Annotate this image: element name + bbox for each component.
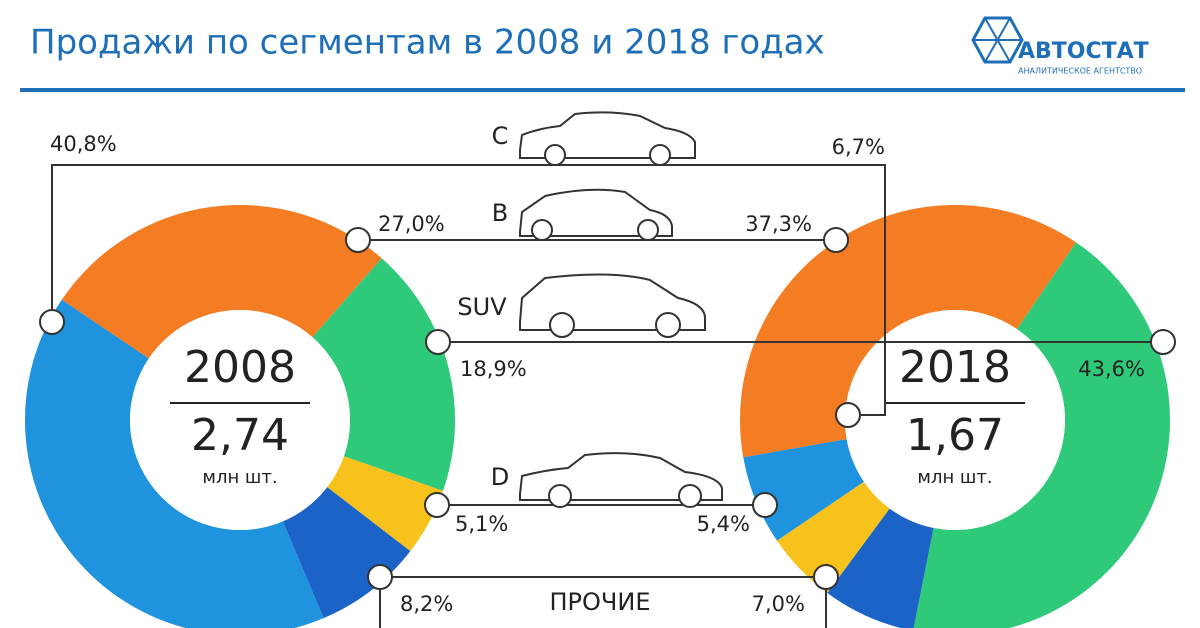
center-unit: млн шт. <box>202 467 277 488</box>
value-label: 43,6% <box>1078 357 1145 381</box>
logo-text: АВТОСТАТ <box>1018 39 1149 64</box>
donut-segment <box>327 456 443 552</box>
value-label: 7,0% <box>752 592 805 616</box>
donut-segment <box>740 205 1077 458</box>
category-label: C <box>492 122 509 150</box>
value-label: 6,7% <box>832 135 885 159</box>
category-label: D <box>491 463 509 491</box>
donut-hole <box>130 310 350 530</box>
logo-subtitle: АНАЛИТИЧЕСКОЕ АГЕНТСТВО <box>1018 67 1142 76</box>
donut-hole <box>845 310 1065 530</box>
center-value: 1,67 <box>906 410 1004 461</box>
value-label: 5,4% <box>697 512 750 536</box>
value-label: 40,8% <box>50 132 117 156</box>
center-value: 2,74 <box>191 410 289 461</box>
center-unit: млн шт. <box>917 467 992 488</box>
value-label: 18,9% <box>460 357 527 381</box>
category-label: ПРОЧИЕ <box>550 588 651 616</box>
center-title: 2018 <box>899 342 1011 393</box>
donut-segment <box>312 258 455 491</box>
donut-segment <box>25 299 324 628</box>
category-label: SUV <box>457 293 507 321</box>
donut-segment <box>777 481 890 593</box>
donut-segment <box>282 487 411 619</box>
category-label: B <box>492 199 508 227</box>
donut-segment <box>743 439 864 541</box>
value-label: 8,2% <box>400 592 453 616</box>
center-title: 2008 <box>184 342 296 393</box>
value-label: 5,1% <box>455 512 508 536</box>
value-label: 37,3% <box>745 212 812 236</box>
donut-segment <box>827 508 934 628</box>
connectors <box>39 164 1176 628</box>
donut-segment <box>61 204 382 359</box>
donut-segment <box>913 242 1170 628</box>
car-icons <box>519 111 723 508</box>
title: Продажи по сегментам в 2008 и 2018 годах <box>30 23 825 63</box>
logo: АВТОСТАТ АНАЛИТИЧЕСКОЕ АГЕНТСТВО <box>971 16 1149 76</box>
value-label: 27,0% <box>378 212 445 236</box>
